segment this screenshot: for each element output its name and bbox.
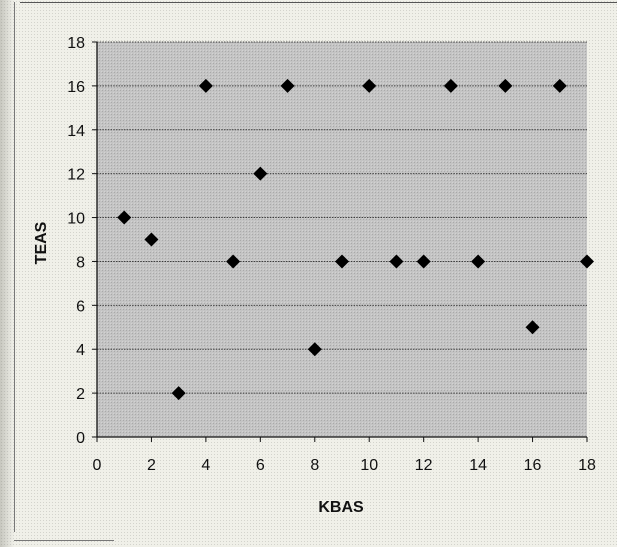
data-points	[117, 78, 594, 401]
x-tick-label-14: 14	[469, 457, 487, 474]
x-tick-label-16: 16	[524, 457, 542, 474]
data-point-16	[525, 320, 540, 335]
y-tick-label-14: 14	[67, 123, 85, 140]
data-point-9	[335, 254, 349, 269]
y-tick-label-12: 12	[67, 167, 85, 184]
page-bottom-rule	[14, 540, 114, 541]
plot-area	[97, 42, 587, 437]
x-tick-label-12: 12	[415, 457, 433, 474]
x-tick-label-0: 0	[93, 457, 102, 474]
y-axis-title: TEAS	[33, 221, 50, 264]
y-tick-label-0: 0	[76, 430, 85, 447]
data-point-2	[144, 232, 159, 247]
y-tick-label-16: 16	[67, 79, 85, 96]
data-point-5	[226, 254, 241, 269]
y-tick-label-18: 18	[67, 35, 85, 52]
x-tick-label-8: 8	[310, 457, 319, 474]
data-point-12	[416, 254, 431, 269]
data-point-17	[552, 78, 567, 93]
data-point-1	[117, 210, 132, 225]
page-top-rule	[20, 2, 617, 3]
x-tick-label-2: 2	[147, 457, 156, 474]
data-point-7	[280, 78, 295, 93]
page-left-rule	[14, 2, 15, 532]
x-tick-label-18: 18	[578, 457, 596, 474]
axes	[92, 41, 588, 442]
data-point-10	[362, 78, 377, 93]
data-point-11	[389, 254, 404, 269]
data-point-4	[198, 78, 213, 93]
data-point-15	[498, 78, 513, 93]
data-point-6	[253, 166, 268, 181]
y-tick-label-2: 2	[76, 386, 85, 403]
x-tick-label-4: 4	[201, 457, 210, 474]
data-point-13	[443, 78, 458, 93]
x-tick-label-10: 10	[360, 457, 378, 474]
tick-labels: 0 2 4 6 8 10 12 14 16 18 0 2 4 6 8 10 12 14 16 18	[67, 35, 596, 474]
x-tick-label-6: 6	[256, 457, 265, 474]
data-point-14	[471, 254, 486, 269]
x-axis-title: KBAS	[318, 499, 364, 516]
data-point-18	[580, 254, 594, 269]
data-point-3	[171, 386, 186, 401]
page-shadow	[0, 0, 14, 547]
y-tick-label-4: 4	[76, 342, 85, 359]
y-tick-label-8: 8	[76, 254, 85, 271]
y-tick-label-6: 6	[76, 298, 85, 315]
y-tick-label-10: 10	[67, 211, 85, 228]
plot-area-group	[97, 42, 587, 437]
data-point-8	[307, 342, 322, 357]
